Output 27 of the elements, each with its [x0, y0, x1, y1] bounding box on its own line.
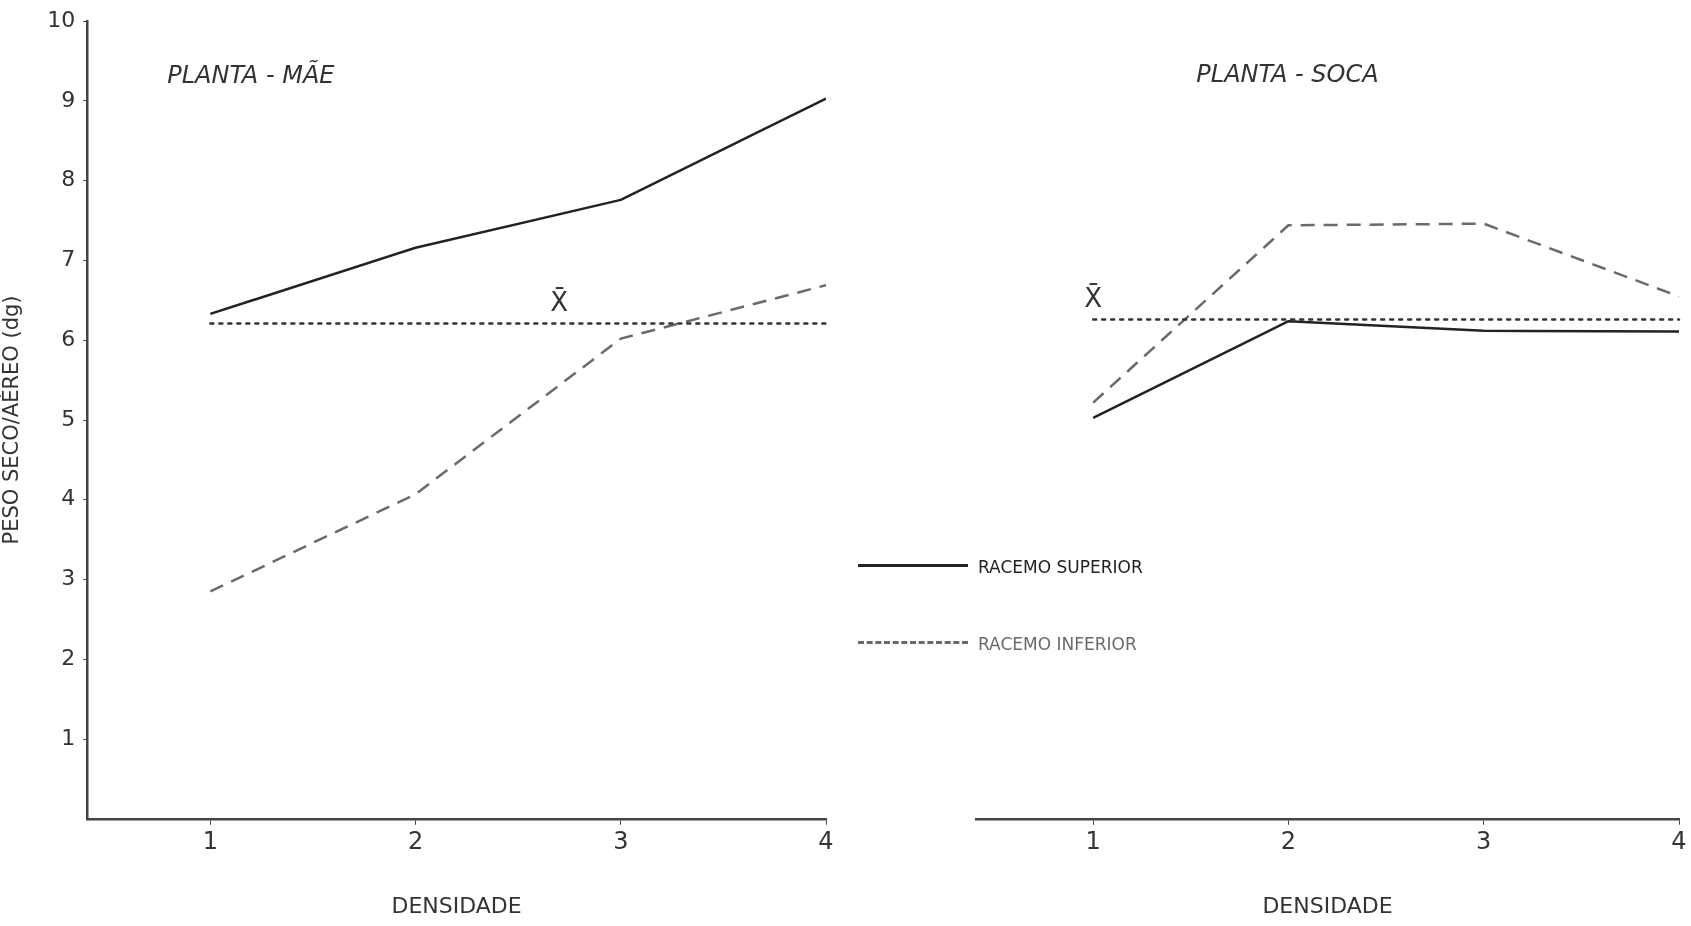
x-tick-label: 4: [1671, 827, 1687, 856]
x-tick-label: 2: [1280, 827, 1297, 856]
text: RACEMO SUPERIOR: [978, 557, 1143, 578]
y-tick-label: 3: [61, 565, 76, 591]
text: PLANTA - SOCA: [1196, 60, 1379, 89]
y-tick-label: 7: [61, 246, 76, 272]
line-series: [209, 283, 826, 593]
x-axis-title: DENSIDADE: [391, 892, 522, 918]
x-tick-label: 1: [1085, 827, 1101, 856]
annotation: X̄: [550, 286, 569, 318]
y-tick-label: 4: [61, 485, 76, 511]
y-tick-label: 2: [61, 645, 76, 670]
y-tick-label: 9: [61, 86, 76, 112]
y-tick-label: 8: [61, 166, 76, 192]
text: RACEMO INFERIOR: [978, 634, 1137, 655]
x-tick-label: 3: [613, 827, 629, 856]
x-axis-title: DENSIDADE: [1262, 892, 1393, 918]
y-tick-label: 5: [61, 405, 76, 431]
x-tick-label: 2: [407, 827, 424, 856]
y-tick-label: 1: [61, 724, 76, 750]
x-tick-label: 1: [202, 827, 218, 856]
y-tick-label: 10: [47, 6, 76, 32]
y-tick-label: 6: [61, 325, 76, 351]
x-tick-label: 4: [818, 827, 834, 856]
text: PLANTA - MÃE: [167, 59, 336, 90]
x-tick-label: 3: [1476, 827, 1492, 856]
annotation: X̄: [1084, 282, 1103, 314]
